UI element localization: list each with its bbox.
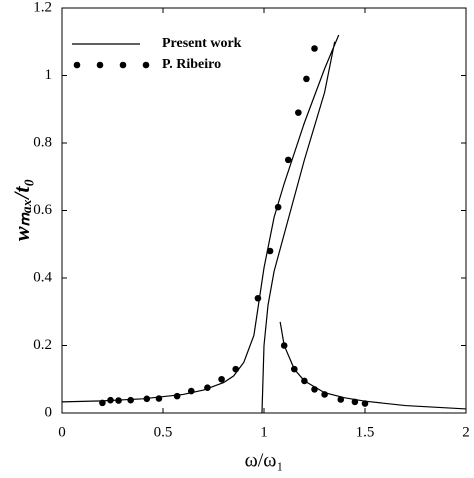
point xyxy=(291,365,298,373)
point xyxy=(115,397,122,404)
point xyxy=(173,392,181,400)
y-tick-label: 0.2 xyxy=(33,337,52,353)
x-tick-label: 1 xyxy=(260,424,268,440)
point xyxy=(107,396,114,404)
point xyxy=(254,294,262,302)
y-tick-label: 1 xyxy=(45,67,53,83)
point xyxy=(274,203,282,211)
y-axis-label: wₘₐₓ/t₀ xyxy=(9,179,34,241)
x-tick-label: 0.5 xyxy=(154,424,173,440)
point xyxy=(187,387,195,395)
legend-marker xyxy=(142,61,150,69)
legend-marker xyxy=(119,61,127,69)
y-tick-label: 0.8 xyxy=(33,134,52,150)
y-tick-label: 0.6 xyxy=(33,202,52,218)
point xyxy=(127,396,134,404)
point xyxy=(337,396,345,403)
x-tick-label: 1.5 xyxy=(356,424,375,440)
point xyxy=(99,399,106,407)
legend-marker xyxy=(73,61,81,69)
legend-marker xyxy=(96,61,104,69)
point xyxy=(266,247,274,255)
point xyxy=(155,395,163,402)
point xyxy=(311,45,318,52)
point xyxy=(143,395,151,403)
y-tick-label: 1.2 xyxy=(33,0,52,15)
line xyxy=(61,34,467,414)
y-tick-label: 0 xyxy=(45,404,53,420)
y-tick-label: 0.4 xyxy=(33,269,52,285)
point xyxy=(295,109,302,116)
point xyxy=(218,375,225,383)
point xyxy=(361,400,369,407)
legend-label: Present work xyxy=(162,36,242,51)
x-tick-label: 0 xyxy=(58,424,66,440)
point xyxy=(311,386,318,393)
x-tick-label: 2 xyxy=(462,424,470,440)
point xyxy=(204,384,211,391)
point xyxy=(301,377,308,385)
point xyxy=(351,398,359,406)
point xyxy=(232,365,240,373)
point xyxy=(284,156,292,164)
legend-label: P. Ribeiro xyxy=(162,57,221,72)
point xyxy=(280,342,288,349)
x-axis-label: ω/ω₁ xyxy=(245,450,284,472)
point xyxy=(303,75,310,83)
point xyxy=(321,391,328,398)
